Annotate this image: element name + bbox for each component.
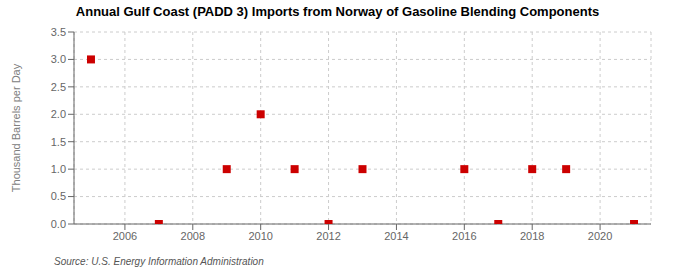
svg-text:2008: 2008: [181, 230, 205, 242]
html-text:Source: U.S. Energy Informatio: Source: U.S. Energy Information Administ…: [54, 256, 264, 267]
svg-text:2010: 2010: [248, 230, 272, 242]
svg-text:0.0: 0.0: [51, 218, 66, 230]
svg-text:2016: 2016: [452, 230, 476, 242]
svg-text:2012: 2012: [316, 230, 340, 242]
svg-text:Thousand Barrels per Day: Thousand Barrels per Day: [10, 63, 22, 192]
svg-text:1.0: 1.0: [51, 163, 66, 175]
svg-text:3.5: 3.5: [51, 26, 66, 38]
svg-text:3.0: 3.0: [51, 53, 66, 65]
svg-text:0.5: 0.5: [51, 190, 66, 202]
svg-text:2.0: 2.0: [51, 108, 66, 120]
svg-text:2006: 2006: [113, 230, 137, 242]
svg-text:2020: 2020: [588, 230, 612, 242]
html-text:Annual Gulf Coast (PADD 3) Imp: Annual Gulf Coast (PADD 3) Imports from …: [75, 4, 600, 19]
svg-text:2014: 2014: [384, 230, 408, 242]
svg-text:1.5: 1.5: [51, 136, 66, 148]
svg-text:2.5: 2.5: [51, 81, 66, 93]
svg-text:2018: 2018: [520, 230, 544, 242]
